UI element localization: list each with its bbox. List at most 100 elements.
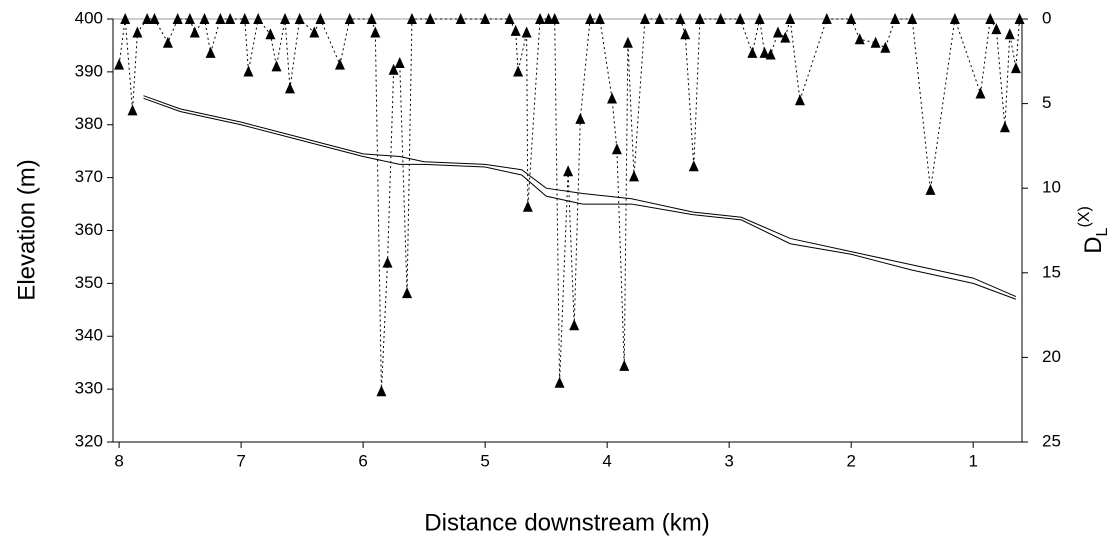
triangle-marker [611, 143, 622, 155]
triangle-marker [535, 13, 546, 24]
x-tick-label: 6 [358, 451, 367, 470]
triangle-marker [215, 13, 226, 24]
triangle-marker [680, 28, 691, 40]
triangle-marker [715, 13, 726, 24]
y2-title-sup: (X) [1076, 206, 1093, 227]
triangle-marker [759, 46, 770, 58]
x-tick-label: 4 [602, 451, 611, 470]
triangle-marker [265, 28, 276, 40]
x-tick-label: 5 [480, 451, 489, 470]
triangle-marker [772, 26, 783, 38]
y-tick-label: 400 [75, 8, 103, 27]
triangle-marker [675, 13, 686, 24]
triangle-marker [253, 13, 264, 24]
y-tick-label: 380 [75, 114, 103, 133]
y-tick-label: 320 [75, 431, 103, 450]
triangle-marker [688, 160, 699, 172]
triangle-marker [780, 31, 791, 43]
triangle-marker [549, 13, 560, 24]
x-tick-label: 8 [114, 451, 123, 470]
triangle-marker [622, 36, 633, 48]
triangle-marker [239, 13, 250, 24]
triangle-marker [284, 82, 295, 94]
triangle-marker [344, 13, 355, 24]
y-tick-label: 360 [75, 220, 103, 239]
triangle-marker [184, 13, 195, 24]
triangle-marker [225, 13, 236, 24]
y2-axis-title: DL(X) [1076, 206, 1111, 254]
y2-title-main: D [1080, 236, 1107, 253]
triangle-marker [785, 13, 796, 24]
triangle-marker [402, 287, 413, 299]
elevation-line [143, 97, 1017, 300]
triangle-marker [366, 13, 377, 24]
triangle-marker [794, 94, 805, 106]
triangle-marker [370, 26, 381, 38]
x-axis-title: Distance downstream (km) [424, 509, 709, 536]
triangle-marker [639, 13, 650, 24]
triangle-marker [480, 13, 491, 24]
triangle-marker [870, 36, 881, 48]
triangle-marker [114, 58, 125, 70]
triangle-marker [975, 87, 986, 99]
y2-tick-label: 25 [1042, 431, 1061, 450]
x-tick-label: 2 [846, 451, 855, 470]
triangle-marker [294, 13, 305, 24]
triangle-marker [999, 121, 1010, 133]
triangle-marker [521, 26, 532, 38]
triangle-marker [949, 13, 960, 24]
triangle-marker [394, 56, 405, 68]
triangle-marker [142, 13, 153, 24]
triangle-marker [425, 13, 436, 24]
y-tick-label: 340 [75, 326, 103, 345]
triangle-marker [189, 26, 200, 38]
triangle-marker [315, 13, 326, 24]
triangle-marker [880, 41, 891, 53]
triangle-marker [504, 13, 515, 24]
triangle-marker [854, 33, 865, 45]
triangle-marker [120, 13, 131, 24]
triangle-marker [694, 13, 705, 24]
triangle-marker [382, 256, 393, 268]
y2-axis-title-text: DL(X) [1076, 206, 1111, 254]
y2-title-sub: L [1094, 227, 1111, 236]
triangle-marker [563, 165, 574, 177]
triangle-marker [199, 13, 210, 24]
triangle-marker [765, 48, 776, 60]
triangle-marker [309, 26, 320, 38]
triangle-marker [510, 24, 521, 36]
triangle-marker [127, 104, 138, 116]
triangle-marker [406, 13, 417, 24]
triangle-marker [619, 359, 630, 371]
triangle-marker [243, 65, 254, 77]
triangle-marker [554, 376, 565, 388]
triangle-marker [376, 385, 387, 397]
triangle-marker [991, 23, 1002, 35]
y-tick-label: 330 [75, 379, 103, 398]
triangle-marker [1004, 28, 1015, 40]
y-tick-label: 390 [75, 61, 103, 80]
elevation-line [143, 95, 1017, 298]
y2-tick-label: 0 [1042, 8, 1051, 27]
triangle-marker [132, 26, 143, 38]
triangle-marker [522, 200, 533, 212]
triangle-marker [907, 13, 918, 24]
triangle-marker [890, 13, 901, 24]
triangle-marker [569, 319, 580, 331]
triangle-marker [735, 13, 746, 24]
triangle-marker [585, 13, 596, 24]
triangle-marker [1014, 13, 1025, 24]
x-tick-label: 1 [968, 451, 977, 470]
triangle-marker [846, 13, 857, 24]
y-tick-label: 350 [75, 273, 103, 292]
triangle-marker [280, 13, 291, 24]
x-tick-label: 3 [724, 451, 733, 470]
triangle-marker [925, 183, 936, 195]
y-tick-label: 370 [75, 167, 103, 186]
triangle-marker [607, 92, 618, 104]
triangle-marker [594, 13, 605, 24]
y2-tick-label: 10 [1042, 178, 1061, 197]
y2-tick-label: 5 [1042, 93, 1051, 112]
triangle-marker [821, 13, 832, 24]
triangle-marker [172, 13, 183, 24]
